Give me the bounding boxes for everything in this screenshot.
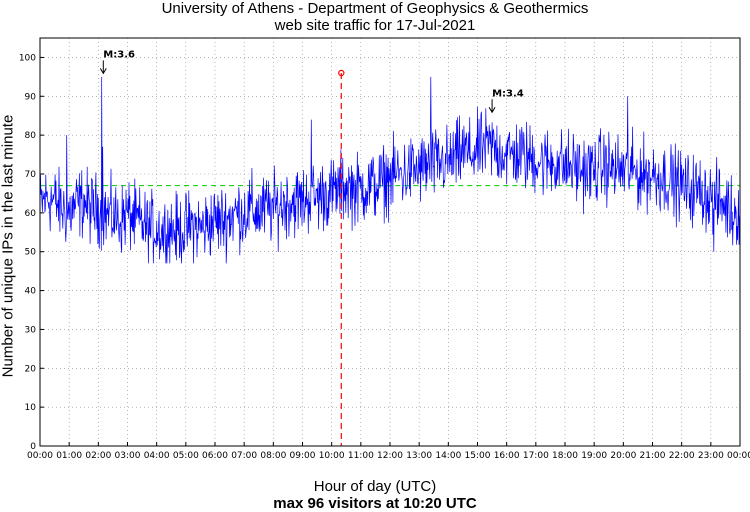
x-tick-label: 00:00 — [727, 451, 750, 461]
max-point — [338, 69, 345, 77]
y-tick-label: 70 — [25, 170, 37, 180]
x-tick-label: 02:00 — [85, 451, 111, 461]
annotation-label: M:3.6 — [103, 49, 135, 60]
y-tick-label: 60 — [25, 209, 37, 219]
annotations: M:3.6 M:3.4 — [99, 49, 524, 114]
y-tick-label: 30 — [25, 325, 37, 335]
y-tick-label: 40 — [25, 287, 37, 297]
annotation-arrowhead — [99, 68, 107, 75]
y-tick-label: 80 — [25, 131, 37, 141]
x-axis-label: Hour of day (UTC) — [313, 478, 437, 495]
y-tick-label: 50 — [25, 248, 37, 258]
y-tick-label: 0 — [30, 442, 36, 452]
annotation-arrowhead — [488, 107, 496, 114]
x-tick-label: 18:00 — [552, 451, 578, 461]
x-tick-label: 10:00 — [319, 451, 345, 461]
x-tick-label: 16:00 — [494, 451, 520, 461]
max-marker — [338, 69, 345, 446]
x-tick-label: 06:00 — [202, 451, 228, 461]
x-tick-label: 00:00 — [27, 451, 53, 461]
x-tick-label: 19:00 — [581, 451, 607, 461]
x-tick-label: 04:00 — [144, 451, 170, 461]
annotation-label: M:3.4 — [492, 88, 524, 99]
chart-subtitle: web site traffic for 17-Jul-2021 — [274, 17, 476, 34]
x-tick-label: 11:00 — [348, 451, 374, 461]
traffic-line — [39, 76, 741, 264]
x-tick-label: 14:00 — [435, 451, 461, 461]
y-tick-label: 90 — [25, 92, 37, 102]
x-tick-label: 13:00 — [406, 451, 432, 461]
x-axis-ticks: 00:00 01:00 02:00 03:00 04:00 05:00 06:00 07:00… — [27, 442, 750, 461]
grid-lines — [40, 38, 740, 446]
traffic-series — [39, 76, 741, 264]
y-axis-ticks: 0 10 20 30 40 50 60 70 80 90 100 — [19, 53, 44, 452]
x-tick-label: 09:00 — [290, 451, 316, 461]
x-tick-label: 20:00 — [610, 451, 636, 461]
x-tick-label: 01:00 — [56, 451, 82, 461]
y-tick-label: 20 — [25, 364, 37, 374]
x-tick-label: 17:00 — [523, 451, 549, 461]
max-visitors-note: max 96 visitors at 10:20 UTC — [273, 495, 477, 512]
x-tick-label: 23:00 — [698, 451, 724, 461]
plot-frame — [39, 37, 741, 447]
y-tick-label: 100 — [19, 53, 36, 63]
x-tick-label: 15:00 — [465, 451, 491, 461]
x-tick-label: 05:00 — [173, 451, 199, 461]
chart-title: University of Athens - Department of Geo… — [161, 0, 589, 17]
y-tick-label: 10 — [25, 403, 37, 413]
x-tick-label: 07:00 — [231, 451, 257, 461]
x-tick-label: 03:00 — [115, 451, 141, 461]
x-tick-label: 12:00 — [377, 451, 403, 461]
x-tick-label: 08:00 — [260, 451, 286, 461]
x-tick-label: 21:00 — [640, 451, 666, 461]
x-tick-label: 22:00 — [669, 451, 695, 461]
